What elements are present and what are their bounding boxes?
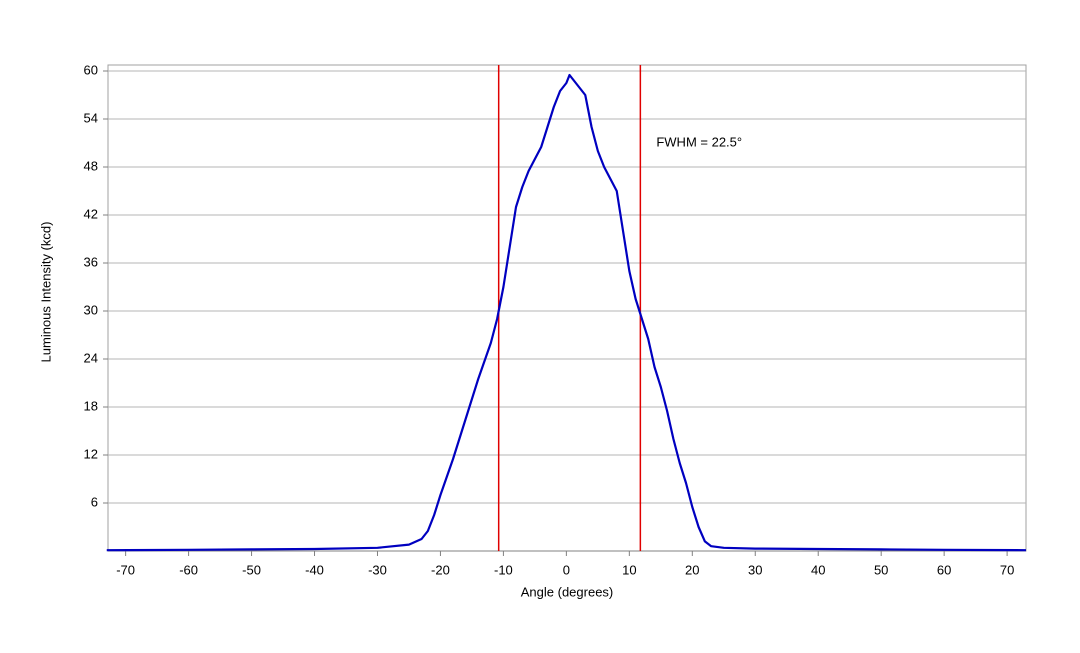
y-tick-label: 12 [84, 446, 98, 461]
y-tick-label: 48 [84, 158, 98, 173]
x-tick-label: -40 [305, 562, 324, 577]
y-tick-label: 36 [84, 254, 98, 269]
y-tick-label: 42 [84, 206, 98, 221]
y-axis-label: Luminous Intensity (kcd) [38, 222, 53, 363]
x-tick-label: 40 [811, 562, 825, 577]
x-tick-label: 0 [563, 562, 570, 577]
annotation: FWHM = 22.5° [656, 134, 742, 149]
x-tick-label: -10 [494, 562, 513, 577]
y-tick-label: 60 [84, 62, 98, 77]
x-tick-label: -50 [242, 562, 261, 577]
y-tick-label: 18 [84, 398, 98, 413]
x-tick-label: 60 [937, 562, 951, 577]
y-tick-label: 24 [84, 350, 98, 365]
x-tick-label: 50 [874, 562, 888, 577]
y-tick-label: 54 [84, 110, 98, 125]
x-tick-label: -70 [116, 562, 135, 577]
x-axis-label: Angle (degrees) [521, 584, 614, 599]
y-tick-label: 6 [91, 494, 98, 509]
plot-area [107, 64, 1027, 552]
x-tick-label: 30 [748, 562, 762, 577]
x-tick-label: -60 [179, 562, 198, 577]
x-tick-label: 20 [685, 562, 699, 577]
x-tick-label: -30 [368, 562, 387, 577]
x-tick-label: 70 [1000, 562, 1014, 577]
x-tick-label: 10 [622, 562, 636, 577]
data-line [106, 73, 1027, 552]
y-tick-label: 30 [84, 302, 98, 317]
x-tick-label: -20 [431, 562, 450, 577]
